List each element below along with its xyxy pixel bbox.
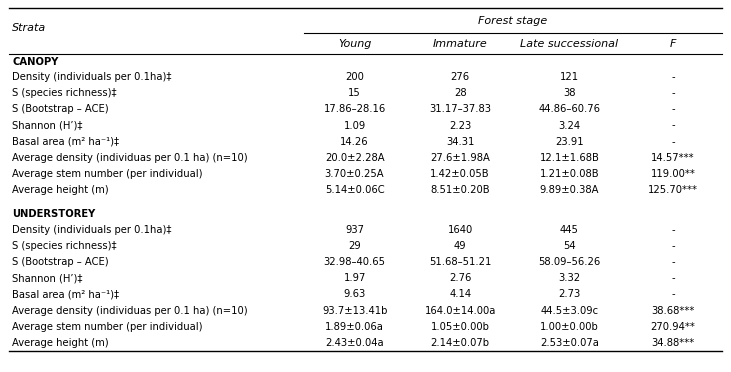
Text: Average height (m): Average height (m)	[12, 338, 109, 348]
Text: 1.00±0.00b: 1.00±0.00b	[540, 322, 599, 332]
Text: 3.70±0.25A: 3.70±0.25A	[325, 169, 385, 179]
Text: 28: 28	[454, 88, 466, 98]
Text: 121: 121	[560, 72, 579, 82]
Text: 23.91: 23.91	[555, 137, 584, 147]
Text: 9.63: 9.63	[344, 289, 366, 299]
Text: 32.98–40.65: 32.98–40.65	[324, 257, 385, 267]
Text: Average height (m): Average height (m)	[12, 185, 109, 195]
Text: S (species richness)‡: S (species richness)‡	[12, 88, 117, 98]
Text: -: -	[671, 273, 675, 283]
Text: 2.73: 2.73	[558, 289, 580, 299]
Text: Density (individuals per 0.1ha)‡: Density (individuals per 0.1ha)‡	[12, 225, 172, 235]
Text: 3.24: 3.24	[558, 121, 580, 131]
Text: 31.17–37.83: 31.17–37.83	[429, 105, 491, 115]
Text: Average density (individuas per 0.1 ha) (n=10): Average density (individuas per 0.1 ha) …	[12, 153, 248, 163]
Text: Immature: Immature	[433, 39, 488, 49]
Text: 1.89±0.06a: 1.89±0.06a	[325, 322, 384, 332]
Text: 54: 54	[563, 241, 576, 251]
Text: 44.5±3.09c: 44.5±3.09c	[540, 305, 599, 315]
Text: 276: 276	[450, 72, 470, 82]
Text: 2.14±0.07b: 2.14±0.07b	[431, 338, 490, 348]
Text: Density (individuals per 0.1ha)‡: Density (individuals per 0.1ha)‡	[12, 72, 172, 82]
Text: -: -	[671, 225, 675, 235]
Text: 1640: 1640	[447, 225, 473, 235]
Text: Strata: Strata	[12, 23, 47, 33]
Text: Basal area (m² ha⁻¹)‡: Basal area (m² ha⁻¹)‡	[12, 137, 119, 147]
Text: Shannon (H’)‡: Shannon (H’)‡	[12, 121, 83, 131]
Text: S (Bootstrap – ACE): S (Bootstrap – ACE)	[12, 257, 109, 267]
Text: 20.0±2.28A: 20.0±2.28A	[325, 153, 385, 163]
Text: 2.76: 2.76	[449, 273, 471, 283]
Text: 937: 937	[345, 225, 364, 235]
Text: 12.1±1.68B: 12.1±1.68B	[539, 153, 599, 163]
Text: 49: 49	[454, 241, 466, 251]
Text: UNDERSTOREY: UNDERSTOREY	[12, 209, 96, 219]
Text: -: -	[671, 121, 675, 131]
Text: -: -	[671, 105, 675, 115]
Text: 38: 38	[563, 88, 575, 98]
Text: 4.14: 4.14	[449, 289, 471, 299]
Text: 34.88***: 34.88***	[651, 338, 694, 348]
Text: CANOPY: CANOPY	[12, 57, 58, 67]
Text: 34.31: 34.31	[446, 137, 474, 147]
Text: -: -	[671, 241, 675, 251]
Text: 27.6±1.98A: 27.6±1.98A	[431, 153, 490, 163]
Text: -: -	[671, 289, 675, 299]
Text: 1.09: 1.09	[344, 121, 366, 131]
Text: 29: 29	[348, 241, 361, 251]
Text: Average density (individuas per 0.1 ha) (n=10): Average density (individuas per 0.1 ha) …	[12, 305, 248, 315]
Text: 2.23: 2.23	[449, 121, 471, 131]
Text: Young: Young	[338, 39, 371, 49]
Text: 1.21±0.08B: 1.21±0.08B	[539, 169, 599, 179]
Text: Shannon (H’)‡: Shannon (H’)‡	[12, 273, 83, 283]
Text: S (species richness)‡: S (species richness)‡	[12, 241, 117, 251]
Text: -: -	[671, 88, 675, 98]
Text: 93.7±13.41b: 93.7±13.41b	[322, 305, 387, 315]
Text: 2.53±0.07a: 2.53±0.07a	[540, 338, 599, 348]
Text: 5.14±0.06C: 5.14±0.06C	[325, 185, 385, 195]
Text: F: F	[670, 39, 676, 49]
Text: S (Bootstrap – ACE): S (Bootstrap – ACE)	[12, 105, 109, 115]
Text: 14.57***: 14.57***	[651, 153, 695, 163]
Text: 9.89±0.38A: 9.89±0.38A	[539, 185, 599, 195]
Text: Average stem number (per individual): Average stem number (per individual)	[12, 169, 202, 179]
Text: 164.0±14.00a: 164.0±14.00a	[425, 305, 496, 315]
Text: 8.51±0.20B: 8.51±0.20B	[431, 185, 490, 195]
Text: 14.26: 14.26	[340, 137, 369, 147]
Text: Late successional: Late successional	[520, 39, 618, 49]
Text: 44.86–60.76: 44.86–60.76	[539, 105, 600, 115]
Text: 58.09–56.26: 58.09–56.26	[538, 257, 601, 267]
Text: 119.00**: 119.00**	[651, 169, 696, 179]
Text: 3.32: 3.32	[558, 273, 580, 283]
Text: 51.68–51.21: 51.68–51.21	[429, 257, 491, 267]
Text: 125.70***: 125.70***	[648, 185, 698, 195]
Text: Average stem number (per individual): Average stem number (per individual)	[12, 322, 202, 332]
Text: Basal area (m² ha⁻¹)‡: Basal area (m² ha⁻¹)‡	[12, 289, 119, 299]
Text: -: -	[671, 72, 675, 82]
Text: 17.86–28.16: 17.86–28.16	[323, 105, 386, 115]
Text: 1.42±0.05B: 1.42±0.05B	[431, 169, 490, 179]
Text: -: -	[671, 257, 675, 267]
Text: 270.94**: 270.94**	[651, 322, 696, 332]
Text: 1.97: 1.97	[344, 273, 366, 283]
Text: 445: 445	[560, 225, 579, 235]
Text: 1.05±0.00b: 1.05±0.00b	[431, 322, 490, 332]
Text: 2.43±0.04a: 2.43±0.04a	[325, 338, 384, 348]
Text: 15: 15	[348, 88, 361, 98]
Text: Forest stage: Forest stage	[478, 16, 548, 26]
Text: -: -	[671, 137, 675, 147]
Text: 38.68***: 38.68***	[651, 305, 695, 315]
Text: 200: 200	[345, 72, 364, 82]
